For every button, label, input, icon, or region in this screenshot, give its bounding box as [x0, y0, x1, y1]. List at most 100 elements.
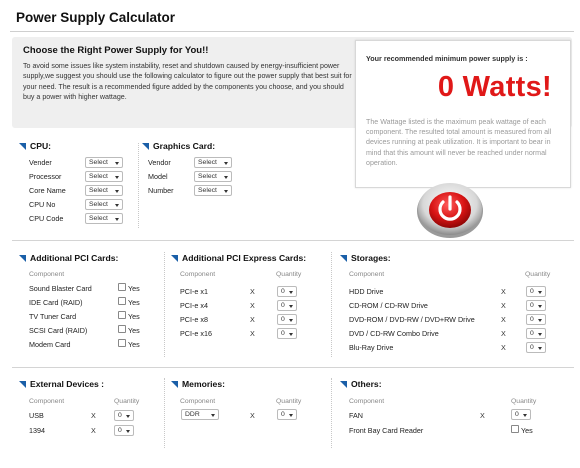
chevron-down-icon [538, 291, 542, 294]
storages-title-text: Storages: [351, 253, 391, 263]
graphics-field-select[interactable]: Select [194, 185, 232, 196]
memory-type-select[interactable]: DDR [181, 409, 219, 420]
pci-pcie-separator [164, 252, 165, 357]
graphics-field-label: Number [148, 186, 174, 195]
storage-x-label: X [501, 343, 506, 352]
pcie-x-label: X [250, 287, 255, 296]
recommended-watts: 0 Watts! [437, 71, 552, 103]
section-arrow-icon [142, 142, 149, 150]
graphics-field-select[interactable]: Select [194, 171, 232, 182]
chevron-down-icon [289, 291, 293, 294]
pcie-x-label: X [250, 315, 255, 324]
cpu-field-select[interactable]: Select [85, 157, 123, 168]
cpu-field-value: Select [89, 201, 108, 208]
pci-item-label: SCSI Card (RAID) [29, 326, 88, 335]
graphics-field-label: Vendor [148, 158, 171, 167]
calculate-power-button[interactable] [415, 178, 485, 240]
external-component-header: Component [29, 398, 65, 405]
external-x-label: X [91, 426, 96, 435]
external-quantity-value: 0 [118, 427, 122, 434]
external-quantity-select[interactable]: 0 [114, 410, 134, 421]
storage-quantity-select[interactable]: 0 [526, 342, 546, 353]
pci-item-label: TV Tuner Card [29, 312, 77, 321]
chevron-down-icon [224, 190, 228, 193]
cpu-field-value: Select [89, 173, 108, 180]
pcie-quantity-select[interactable]: 0 [277, 328, 297, 339]
fan-quantity-value: 0 [515, 411, 519, 418]
external-x-label: X [91, 411, 96, 420]
pci-item-label: IDE Card (RAID) [29, 298, 83, 307]
pci-item-checkbox[interactable] [118, 297, 126, 305]
fan-x-label: X [480, 411, 485, 420]
page-title: Power Supply Calculator [16, 10, 176, 25]
storage-quantity-select[interactable]: 0 [526, 328, 546, 339]
storage-quantity-value: 0 [530, 330, 534, 337]
pci-item-checkbox[interactable] [118, 325, 126, 333]
recommendation-box: Your recommended minimum power supply is… [355, 40, 571, 188]
cpu-field-select[interactable]: Select [85, 213, 123, 224]
cpu-field-select[interactable]: Select [85, 185, 123, 196]
storage-x-label: X [501, 287, 506, 296]
others-quantity-header: Quantity [511, 398, 537, 405]
chevron-down-icon [115, 162, 119, 165]
pci-item-checkbox[interactable] [118, 311, 126, 319]
power-icon [417, 183, 483, 238]
others-title-text: Others: [351, 379, 382, 389]
others-section-title: Others: [340, 379, 382, 389]
storages-quantity-header: Quantity [525, 271, 551, 278]
chevron-down-icon [115, 218, 119, 221]
graphics-title-text: Graphics Card: [153, 141, 216, 151]
storage-item-label: HDD Drive [349, 287, 384, 296]
card-reader-yes-label: Yes [521, 426, 533, 435]
chevron-down-icon [115, 176, 119, 179]
cpu-field-select[interactable]: Select [85, 171, 123, 182]
pcie-storage-separator [331, 252, 332, 357]
storage-quantity-value: 0 [530, 302, 534, 309]
pcie-quantity-select[interactable]: 0 [277, 286, 297, 297]
memories-quantity-header: Quantity [276, 398, 302, 405]
pcie-quantity-select[interactable]: 0 [277, 300, 297, 311]
external-memory-separator [164, 378, 165, 448]
memories-title-text: Memories: [182, 379, 225, 389]
storage-quantity-value: 0 [530, 288, 534, 295]
external-quantity-value: 0 [118, 412, 122, 419]
storage-quantity-select[interactable]: 0 [526, 314, 546, 325]
section-arrow-icon [171, 380, 178, 388]
pci-item-checkbox[interactable] [118, 283, 126, 291]
chevron-down-icon [115, 190, 119, 193]
intro-body: To avoid some issues like system instabi… [23, 62, 352, 101]
fan-label: FAN [349, 411, 363, 420]
memory-x-label: X [250, 411, 255, 420]
fan-quantity-select[interactable]: 0 [511, 409, 531, 420]
memory-type-value: DDR [185, 411, 200, 418]
chevron-down-icon [538, 319, 542, 322]
graphics-field-value: Select [198, 159, 217, 166]
memory-quantity-select[interactable]: 0 [277, 409, 297, 420]
external-quantity-select[interactable]: 0 [114, 425, 134, 436]
cpu-field-value: Select [89, 159, 108, 166]
section-arrow-icon [340, 254, 347, 262]
storage-item-label: CD-ROM / CD-RW Drive [349, 301, 428, 310]
storage-quantity-select[interactable]: 0 [526, 300, 546, 311]
section-arrow-icon [171, 254, 178, 262]
pcie-item-label: PCI-e x8 [180, 315, 208, 324]
card-reader-label: Front Bay Card Reader [349, 426, 424, 435]
pcie-title-text: Additional PCI Express Cards: [182, 253, 307, 263]
chevron-down-icon [224, 176, 228, 179]
card-reader-checkbox[interactable] [511, 425, 519, 433]
section-divider [12, 240, 574, 241]
pci-section-title: Additional PCI Cards: [19, 253, 118, 263]
pcie-quantity-value: 0 [281, 330, 285, 337]
external-section-title: External Devices : [19, 379, 104, 389]
pci-item-checkbox[interactable] [118, 339, 126, 347]
cpu-field-value: Select [89, 215, 108, 222]
pcie-quantity-header: Quantity [276, 271, 302, 278]
chevron-down-icon [211, 414, 215, 417]
pci-item-label: Sound Blaster Card [29, 284, 92, 293]
cpu-field-select[interactable]: Select [85, 199, 123, 210]
chevron-down-icon [224, 162, 228, 165]
storage-quantity-select[interactable]: 0 [526, 286, 546, 297]
pcie-quantity-select[interactable]: 0 [277, 314, 297, 325]
graphics-field-select[interactable]: Select [194, 157, 232, 168]
section-arrow-icon [19, 142, 26, 150]
